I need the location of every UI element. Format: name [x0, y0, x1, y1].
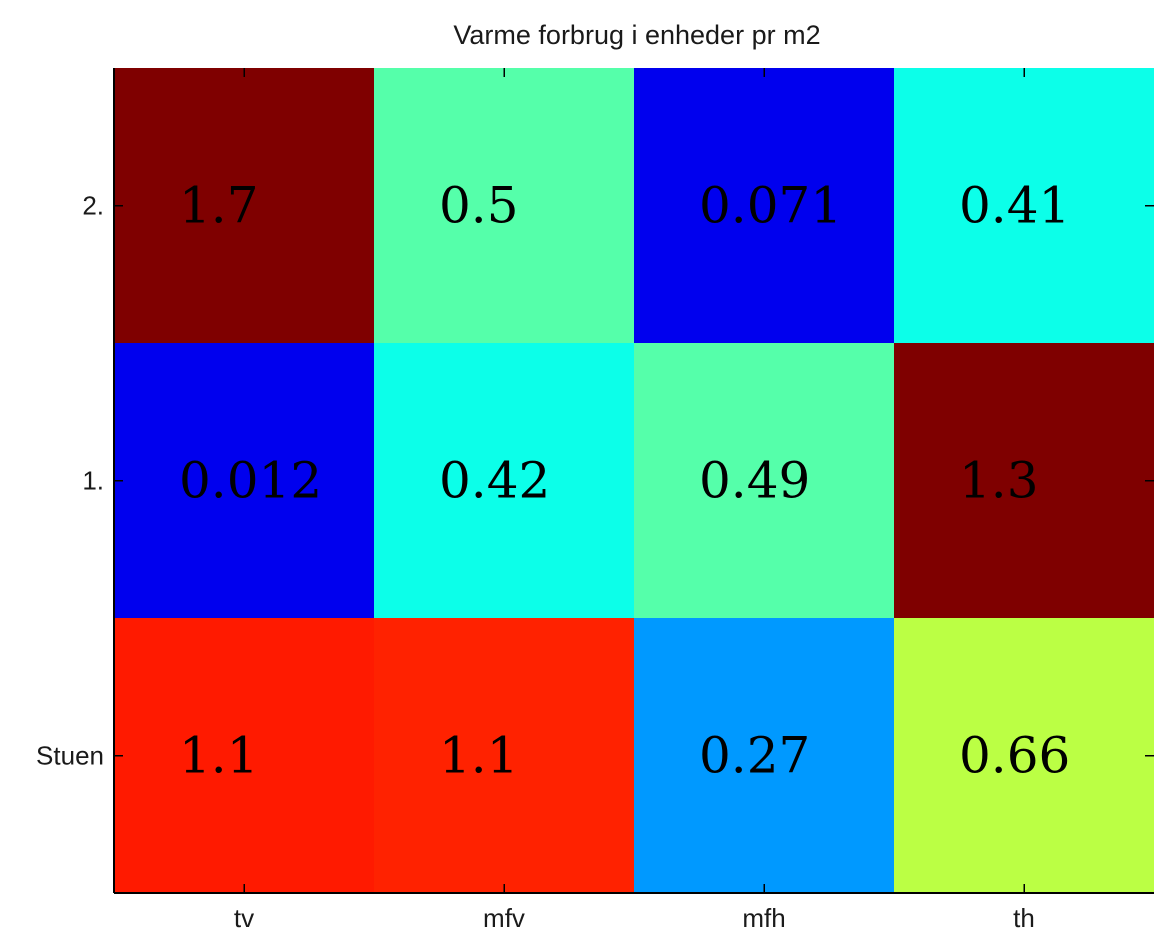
value-label-1-2: 0.49 [699, 452, 810, 510]
x-tick-label-0: tv [234, 903, 254, 933]
value-label-0-1: 0.5 [439, 177, 519, 235]
x-tick-label-2: mfh [742, 903, 785, 933]
heatmap-cell-1-0 [114, 343, 375, 619]
heatmap-cell-1-3 [894, 343, 1154, 619]
value-label-0-0: 1.7 [179, 177, 259, 235]
value-label-1-3: 1.3 [959, 452, 1039, 510]
heatmap-cell-2-3 [894, 618, 1154, 894]
value-label-2-0: 1.1 [179, 727, 259, 785]
value-label-2-3: 0.66 [959, 727, 1070, 785]
x-tick-label-1: mfv [483, 903, 525, 933]
heatmap-cell-0-2 [634, 68, 895, 344]
heatmap-cell-2-1 [374, 618, 635, 894]
heatmap-cells [114, 68, 1154, 894]
value-label-2-2: 0.27 [699, 727, 810, 785]
value-label-2-1: 1.1 [439, 727, 519, 785]
chart-title: Varme forbrug i enheder pr m2 [453, 20, 820, 50]
value-label-1-1: 0.42 [439, 452, 550, 510]
heatmap-cell-0-0 [114, 68, 375, 344]
heatmap-cell-1-2 [634, 343, 895, 619]
y-tick-label-1: 1. [82, 466, 104, 496]
heatmap-cell-0-1 [374, 68, 635, 344]
y-tick-label-2: Stuen [36, 741, 104, 771]
heatmap-cell-1-1 [374, 343, 635, 619]
x-tick-label-3: th [1013, 903, 1035, 933]
heatmap-cell-2-0 [114, 618, 375, 894]
y-tick-label-0: 2. [82, 191, 104, 221]
value-label-0-2: 0.071 [699, 177, 842, 235]
value-label-1-0: 0.012 [179, 452, 322, 510]
value-label-0-3: 0.41 [959, 177, 1070, 235]
heatmap-cell-2-2 [634, 618, 895, 894]
axes: 2. 1. Stuen tv mfv mfh th [36, 68, 1154, 933]
heatmap-cell-0-3 [894, 68, 1154, 344]
value-labels: 1.7 0.5 0.071 0.41 0.012 0.42 0.49 1.3 1.1 1.1 0.2… [179, 177, 1070, 785]
